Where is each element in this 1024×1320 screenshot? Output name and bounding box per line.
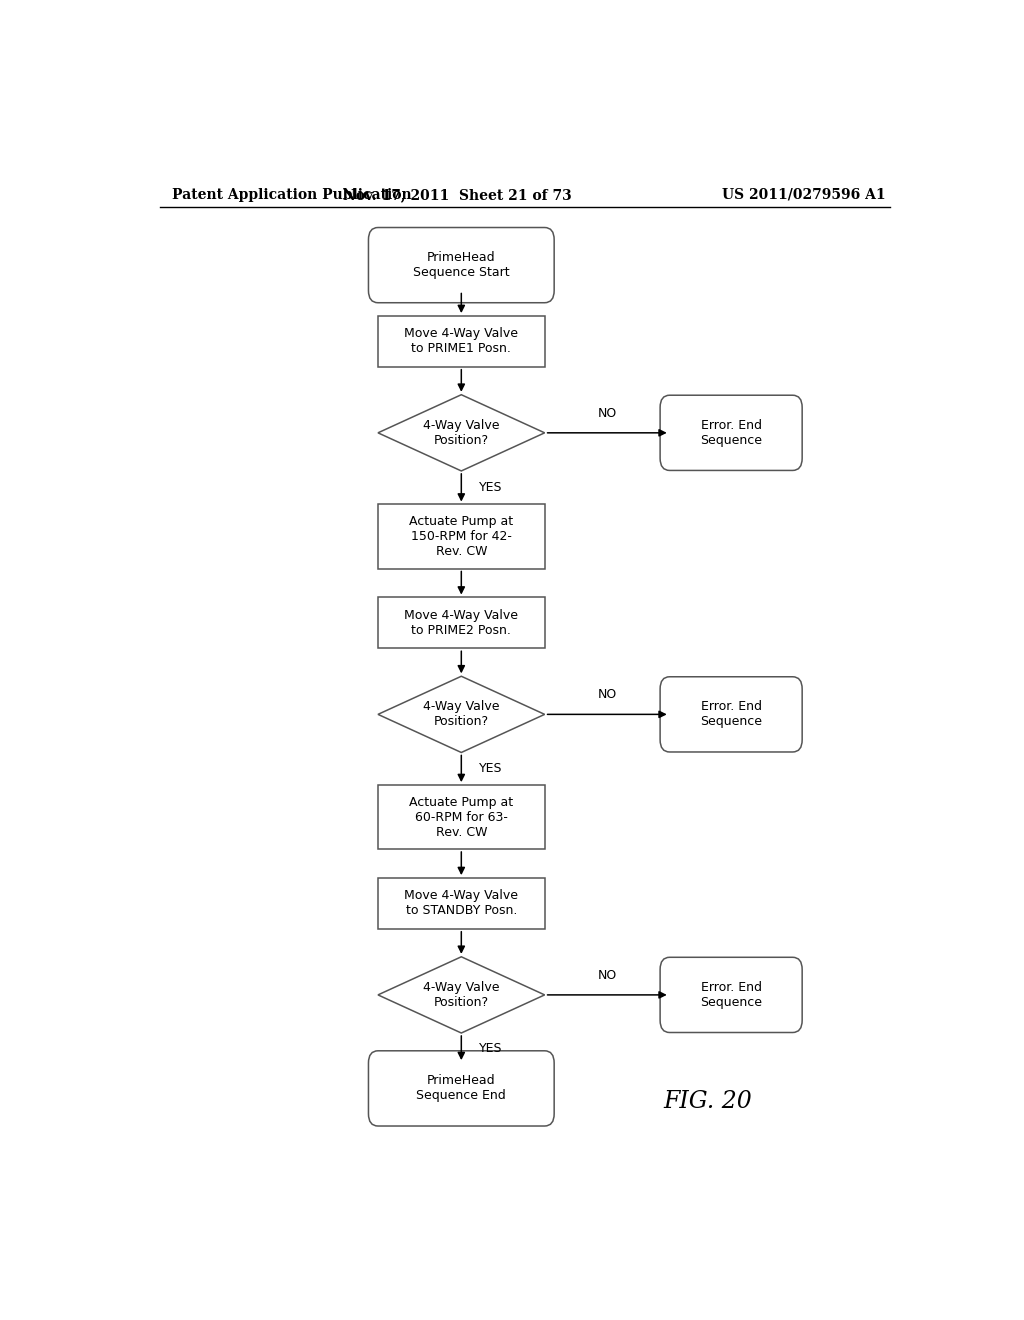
FancyBboxPatch shape [660,677,802,752]
Text: YES: YES [479,482,502,494]
FancyBboxPatch shape [378,785,545,849]
Text: NO: NO [598,688,616,701]
Text: Error. End
Sequence: Error. End Sequence [700,981,762,1008]
Polygon shape [378,957,545,1034]
Text: Nov. 17, 2011  Sheet 21 of 73: Nov. 17, 2011 Sheet 21 of 73 [343,187,571,202]
Text: 4-Way Valve
Position?: 4-Way Valve Position? [423,981,500,1008]
Text: Move 4-Way Valve
to STANDBY Posn.: Move 4-Way Valve to STANDBY Posn. [404,890,518,917]
Text: 4-Way Valve
Position?: 4-Way Valve Position? [423,418,500,447]
Text: US 2011/0279596 A1: US 2011/0279596 A1 [722,187,886,202]
Text: NO: NO [598,407,616,420]
Text: Actuate Pump at
60-RPM for 63-
Rev. CW: Actuate Pump at 60-RPM for 63- Rev. CW [410,796,513,838]
Text: NO: NO [598,969,616,982]
Text: YES: YES [479,1041,502,1055]
FancyBboxPatch shape [660,395,802,470]
Text: PrimeHead
Sequence Start: PrimeHead Sequence Start [413,251,510,279]
Text: Error. End
Sequence: Error. End Sequence [700,701,762,729]
Polygon shape [378,676,545,752]
Text: Error. End
Sequence: Error. End Sequence [700,418,762,447]
Polygon shape [378,395,545,471]
Text: 4-Way Valve
Position?: 4-Way Valve Position? [423,701,500,729]
Text: Actuate Pump at
150-RPM for 42-
Rev. CW: Actuate Pump at 150-RPM for 42- Rev. CW [410,515,513,558]
Text: YES: YES [479,762,502,775]
Text: PrimeHead
Sequence End: PrimeHead Sequence End [417,1074,506,1102]
FancyBboxPatch shape [378,878,545,929]
FancyBboxPatch shape [378,504,545,569]
FancyBboxPatch shape [378,598,545,648]
FancyBboxPatch shape [369,1051,554,1126]
FancyBboxPatch shape [660,957,802,1032]
FancyBboxPatch shape [378,315,545,367]
Text: Patent Application Publication: Patent Application Publication [172,187,412,202]
FancyBboxPatch shape [369,227,554,302]
Text: Move 4-Way Valve
to PRIME2 Posn.: Move 4-Way Valve to PRIME2 Posn. [404,609,518,636]
Text: Move 4-Way Valve
to PRIME1 Posn.: Move 4-Way Valve to PRIME1 Posn. [404,327,518,355]
Text: FIG. 20: FIG. 20 [663,1090,752,1113]
